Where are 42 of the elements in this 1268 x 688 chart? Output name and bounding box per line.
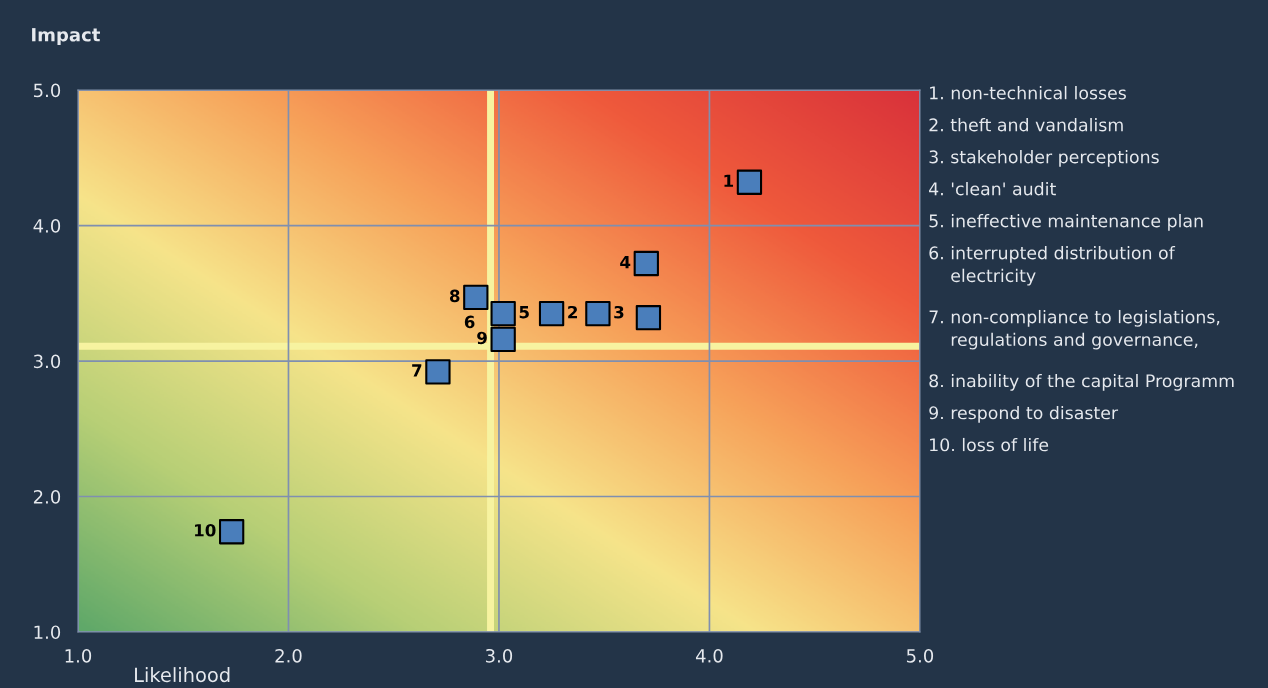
y-tick-label: 3.0: [33, 354, 61, 369]
text: 7. non-compliance to legislations, regulations and governance,: [929, 309, 1220, 350]
x-tick-label: 1.0: [65, 648, 92, 663]
text: 6. interrupted distribution of electricity: [929, 245, 1176, 286]
point: [425, 359, 451, 385]
text: 5. ineffective maintenance plan: [929, 213, 1203, 231]
annotation: 4: [620, 255, 631, 269]
text: 10. loss of life: [930, 437, 1049, 452]
x-tick-label: 5.0: [906, 648, 934, 663]
annotation: 9: [477, 331, 487, 345]
y-tick-label: 1.0: [34, 625, 61, 640]
text: 1. non-technical losses: [930, 86, 1126, 100]
point: [218, 519, 245, 545]
point: [585, 300, 611, 327]
point: [490, 300, 516, 327]
annotation: 10: [195, 523, 216, 537]
annotation: 5: [519, 306, 529, 319]
point: [538, 300, 565, 327]
x-tick-label: 3.0: [485, 648, 513, 663]
y-axis-title: Impact: [32, 28, 100, 46]
point: [633, 250, 659, 277]
text: 9. respond to disaster: [929, 405, 1119, 423]
text: 3. stakeholder perceptions: [929, 149, 1159, 167]
text: 8. inability of the capital Programm: [929, 373, 1234, 391]
point: [635, 305, 662, 331]
annotation: 6: [464, 315, 475, 329]
text: 2. theft and vandalism: [929, 117, 1123, 132]
annotation: 3: [614, 305, 624, 319]
x-tick-label: 4.0: [695, 648, 723, 663]
annotation: 2: [568, 305, 578, 319]
annotation: 1: [724, 174, 734, 187]
y-tick-label: 2.0: [33, 489, 61, 504]
x-tick-label: 2.0: [275, 648, 302, 663]
text: 4. 'clean' audit: [929, 181, 1056, 196]
point: [463, 284, 489, 311]
y-tick-label: 4.0: [33, 219, 61, 233]
point: [490, 326, 516, 353]
x-axis-title: Likelihood: [135, 667, 230, 683]
y-tick-label: 5.0: [34, 83, 61, 98]
point: [736, 169, 763, 195]
annotation: 8: [449, 289, 460, 303]
annotation: 7: [412, 364, 422, 377]
